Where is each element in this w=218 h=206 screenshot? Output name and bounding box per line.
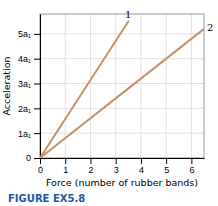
y-axis-line <box>40 15 41 159</box>
y-tick: 1a₁ <box>18 129 40 139</box>
grid-line <box>90 14 91 158</box>
plot-frame <box>40 14 204 158</box>
x-tick-mark <box>90 158 91 164</box>
x-tick: 6 <box>189 158 194 175</box>
y-tick-mark <box>34 158 40 159</box>
y-tick-label: 2a₁ <box>18 104 31 114</box>
series-label: 2 <box>207 22 213 33</box>
y-tick-label: 5a₁ <box>18 29 31 39</box>
x-tick-label: 3 <box>114 165 119 175</box>
grid-line <box>166 14 167 158</box>
y-axis-title: Acceleration <box>1 56 12 115</box>
grid-line <box>40 108 204 109</box>
y-tick-label: 1a₁ <box>18 129 31 139</box>
y-tick-label: 0 <box>26 153 31 163</box>
x-tick-label: 1 <box>63 165 68 175</box>
x-tick-mark <box>191 158 192 164</box>
series-line <box>40 29 204 158</box>
x-axis: 0 1 2 3 4 5 6 <box>38 158 205 175</box>
y-tick-mark <box>34 133 40 134</box>
x-axis-line <box>41 158 205 159</box>
x-tick-label: 5 <box>164 165 169 175</box>
y-tick-mark <box>34 84 40 85</box>
x-tick-label: 4 <box>139 165 144 175</box>
y-axis: 0 1a₁ 2a₁ 3a₁ 4a₁ 5a₁ <box>18 15 41 164</box>
chart: 012345601a₁2a₁3a₁4a₁5a₁12Force (number o… <box>0 0 218 206</box>
grid <box>40 14 204 158</box>
x-tick-mark <box>166 158 167 164</box>
x-tick: 5 <box>164 158 169 175</box>
x-tick-mark <box>65 158 66 164</box>
x-tick-mark <box>141 158 142 164</box>
grid-line <box>191 14 192 158</box>
plot: 012345601a₁2a₁3a₁4a₁5a₁12 <box>18 9 213 175</box>
grid-line <box>40 133 204 134</box>
series-label: 1 <box>125 9 131 20</box>
x-tick-mark <box>116 158 117 164</box>
y-tick-label: 4a₁ <box>18 54 31 64</box>
grid-line <box>140 14 141 158</box>
grid-line <box>115 14 116 158</box>
x-tick: 4 <box>139 158 144 175</box>
x-axis-title: Force (number of rubber bands) <box>46 177 198 188</box>
y-tick-label: 3a₁ <box>18 79 31 89</box>
y-tick-mark <box>34 59 40 60</box>
x-tick: 0 <box>38 158 43 175</box>
grid-line <box>65 14 66 158</box>
x-tick: 2 <box>88 158 93 175</box>
y-tick-mark <box>34 108 40 109</box>
series-line <box>40 21 128 158</box>
x-tick: 3 <box>114 158 119 175</box>
grid-line <box>40 83 204 84</box>
y-tick: 4a₁ <box>18 54 40 64</box>
grid-line <box>40 58 204 59</box>
x-tick-label: 0 <box>38 165 43 175</box>
series-labels: 12 <box>125 9 213 33</box>
y-tick-mark <box>34 34 40 35</box>
y-tick: 5a₁ <box>18 29 40 39</box>
x-tick-mark <box>40 158 41 164</box>
y-tick: 2a₁ <box>18 104 40 114</box>
figure-label: FIGURE EX5.8 <box>8 193 85 204</box>
lines <box>40 21 204 158</box>
x-tick-label: 6 <box>189 165 194 175</box>
x-tick: 1 <box>63 158 68 175</box>
y-tick: 3a₁ <box>18 79 40 89</box>
y-tick: 0 <box>26 153 40 163</box>
grid-line <box>40 33 204 34</box>
x-tick-label: 2 <box>88 165 93 175</box>
